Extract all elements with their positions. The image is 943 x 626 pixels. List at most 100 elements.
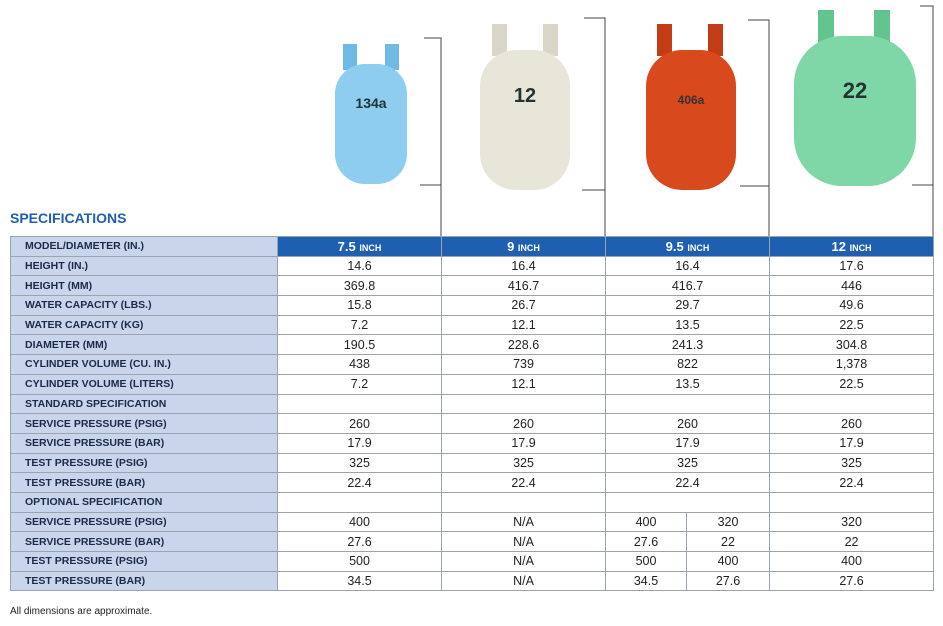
handle: [818, 10, 834, 44]
value-cell: N/A: [441, 551, 606, 572]
bracket: [748, 19, 770, 236]
value-cell: 16.4: [441, 255, 606, 277]
value-cell: 416.7: [604, 275, 771, 297]
row: SERVICE PRESSURE (PSIG) 260 260 260 260: [10, 413, 935, 434]
handle: [874, 10, 890, 44]
value-cell: 22.4: [277, 472, 442, 493]
cylinder-label: 12: [514, 85, 536, 107]
cylinder: 22: [794, 10, 916, 186]
value-cell: 34.5: [277, 570, 442, 592]
footnote: All dimensions are approximate.: [10, 606, 153, 617]
row: CYLINDER VOLUME (LITERS) 7.2 12.1 13.5 22.5: [10, 373, 935, 395]
value-cell: 17.9: [604, 432, 771, 454]
header-row: MODEL/DIAMETER (IN.) 7.5 INCH 9 INCH 9.5 IN…: [10, 236, 935, 257]
value-cell: N/A: [441, 511, 606, 533]
size: 9: [507, 238, 515, 254]
value-cell: 260: [441, 413, 606, 434]
empty-cell: [769, 491, 935, 513]
row-label: SERVICE PRESSURE (BAR): [10, 531, 278, 552]
empty-cell: [604, 393, 771, 415]
header-cell: 9.5 INCH: [604, 236, 771, 257]
cylinder-body: [646, 50, 736, 190]
row: WATER CAPACITY (KG) 7.2 12.1 13.5 22.5: [10, 314, 935, 336]
value-cell: 49.6: [769, 295, 935, 316]
value-cell: 13.5: [604, 373, 771, 395]
size: 12: [831, 238, 846, 254]
value-cell: 228.6: [441, 334, 606, 356]
unit: INCH: [517, 242, 540, 253]
unit: INCH: [359, 242, 382, 253]
empty-cell: [604, 491, 771, 513]
value-cell: 400: [685, 551, 771, 572]
value-cell: 325: [769, 452, 935, 474]
row: TEST PRESSURE (BAR) 22.4 22.4 22.4 22.4: [10, 472, 935, 493]
row-label: TEST PRESSURE (BAR): [10, 570, 278, 592]
value-cell: 15.8: [277, 295, 442, 316]
spec-table: MODEL/DIAMETER (IN.) 7.5 INCH 9 INCH 9.5 IN…: [10, 236, 935, 592]
value-cell: 369.8: [277, 275, 442, 297]
value-cell: 320: [769, 511, 935, 533]
row: DIAMETER (MM) 190.5 228.6 241.3 304.8: [10, 334, 935, 356]
value-cell: 260: [769, 413, 935, 434]
section-title: SPECIFICATIONS: [10, 210, 127, 226]
empty-cell: [769, 393, 935, 415]
unit: INCH: [849, 242, 872, 253]
section-label: OPTIONAL SPECIFICATION: [10, 491, 278, 513]
row: TEST PRESSURE (BAR) 34.5 N/A 34.5 27.6 27.6: [10, 570, 935, 592]
value-cell: 27.6: [605, 531, 687, 552]
empty-cell: [277, 393, 442, 415]
row-label: WATER CAPACITY (LBS.): [10, 295, 278, 316]
value-cell: 26.7: [441, 295, 606, 316]
value-cell: N/A: [441, 570, 606, 592]
handle: [657, 24, 672, 56]
cylinder: 134a: [335, 44, 407, 184]
cylinder-body: [480, 50, 570, 190]
empty-cell: [277, 491, 442, 513]
value-cell: 325: [441, 452, 606, 474]
row: TEST PRESSURE (PSIG) 500 N/A 500 400 400: [10, 551, 935, 572]
cylinder-body: [794, 36, 916, 186]
cylinder-art: 134a 12 406a 22: [335, 5, 934, 236]
header-cell: 7.5 INCH: [277, 236, 442, 257]
value-cell: 822: [604, 354, 771, 375]
value-cell: 500: [605, 551, 687, 572]
value-cell: 17.9: [441, 432, 606, 454]
cylinder-body: [335, 64, 407, 184]
value-cell: 13.5: [604, 314, 771, 336]
value-cell: 400: [605, 511, 687, 533]
value-cell: 17.9: [769, 432, 935, 454]
value-cell: 304.8: [769, 334, 935, 356]
value-cell: 17.6: [769, 255, 935, 277]
value-cell: 22: [769, 531, 935, 552]
value-cell: 22.4: [604, 472, 771, 493]
row-label: WATER CAPACITY (KG): [10, 314, 278, 336]
row: STANDARD SPECIFICATION: [10, 393, 935, 415]
value-cell: 325: [277, 452, 442, 474]
row-label: SERVICE PRESSURE (PSIG): [10, 511, 278, 533]
row-label: CYLINDER VOLUME (CU. IN.): [10, 354, 278, 375]
row-label: SERVICE PRESSURE (PSIG): [10, 413, 278, 434]
empty-cell: [441, 393, 606, 415]
value-cell: 241.3: [604, 334, 771, 356]
value-cell: 320: [685, 511, 771, 533]
cylinder-label: 22: [843, 78, 867, 103]
header-cell: 9 INCH: [441, 236, 606, 257]
value-cell: 22.4: [441, 472, 606, 493]
value-cell: N/A: [441, 531, 606, 552]
header-label: MODEL/DIAMETER (IN.): [10, 236, 278, 257]
value-cell: 7.2: [277, 314, 442, 336]
value-cell: 400: [769, 551, 935, 572]
value-cell: 325: [604, 452, 771, 474]
value-cell: 1,378: [769, 354, 935, 375]
row: SERVICE PRESSURE (BAR) 17.9 17.9 17.9 17.9: [10, 432, 935, 454]
bracket: [424, 37, 442, 236]
size: 9.5: [665, 238, 684, 254]
row: SERVICE PRESSURE (PSIG) 400 N/A 400 320 320: [10, 511, 935, 533]
size: 7.5: [337, 238, 356, 254]
value-cell: 416.7: [441, 275, 606, 297]
value-cell: 27.6: [685, 570, 771, 592]
value-cell: 438: [277, 354, 442, 375]
brackets: [420, 5, 934, 236]
cylinder: 406a: [646, 24, 736, 190]
